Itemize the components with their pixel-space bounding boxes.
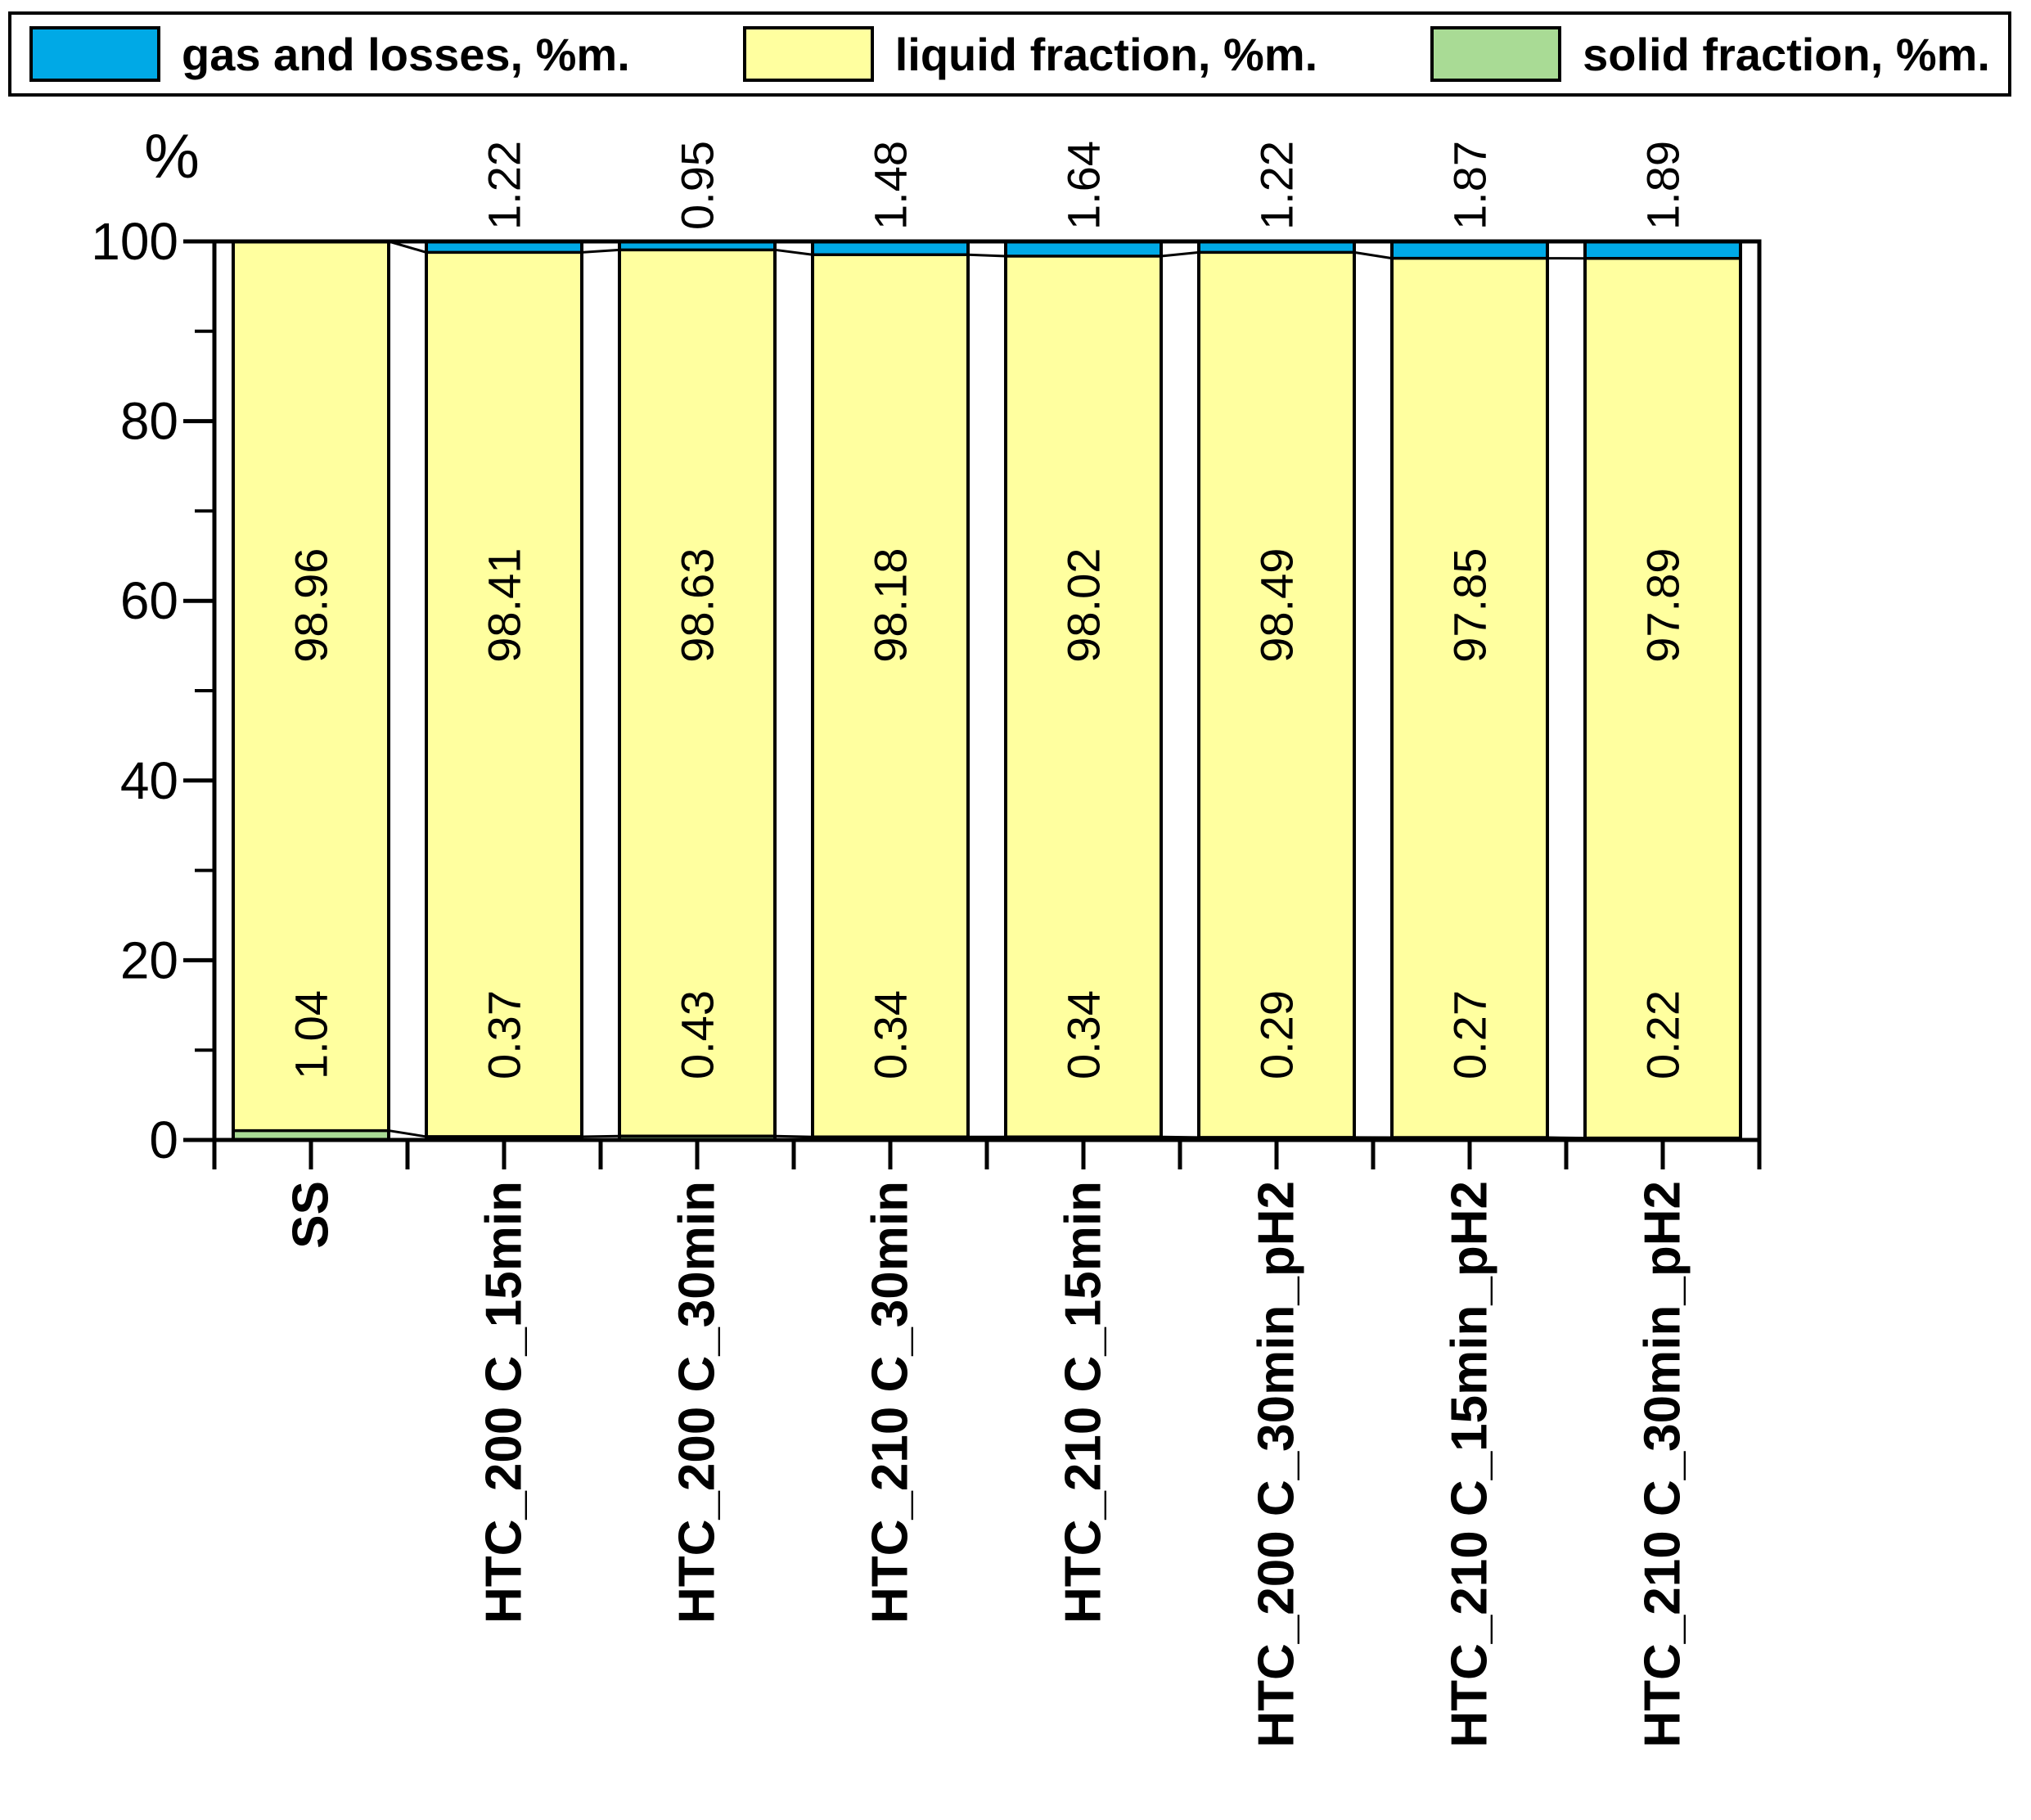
y-tick-label: 40: [120, 751, 178, 810]
connector-line: [774, 248, 813, 256]
solid-value-label: 0.43: [672, 990, 723, 1079]
bar-segment-liquid: [1392, 258, 1547, 1138]
solid-value-label: 0.34: [1058, 990, 1110, 1079]
connector-line: [967, 253, 1006, 258]
legend-item-gas: gas and losses, %m.: [29, 26, 630, 82]
y-tick-label: 100: [91, 212, 178, 271]
solid-value-label: 0.29: [1251, 990, 1303, 1079]
solid-value-label: 1.04: [286, 990, 337, 1079]
connector-line: [1353, 250, 1393, 260]
bar-segment-liquid: [619, 250, 775, 1137]
y-tick-label: 80: [120, 392, 178, 451]
bar-segment-solid: [233, 1130, 389, 1140]
bar-segment-gas: [619, 241, 775, 250]
gas-value-label: 1.48: [865, 141, 916, 230]
x-category-label: HTC_210 C_30min_pH2: [1635, 1181, 1691, 1748]
x-category-label: HTC_210 C_15min_pH2: [1442, 1181, 1498, 1748]
x-category-label: HTC_210 C_30min: [862, 1181, 919, 1624]
x-category-label: SS: [283, 1181, 340, 1249]
legend-label-gas: gas and losses, %m.: [182, 28, 630, 80]
connector-line: [581, 1134, 620, 1138]
legend-label-liquid: liquid fraction, %m.: [894, 28, 1318, 80]
x-category-label: HTC_200 C_30min: [669, 1181, 726, 1624]
bar-segment-gas: [1006, 241, 1161, 257]
bar-segment-gas: [426, 241, 582, 253]
connector-line: [1160, 1135, 1200, 1139]
liquid-value-label: 98.63: [672, 548, 723, 663]
bar-segment-liquid: [1006, 256, 1161, 1138]
connector-line: [774, 1134, 813, 1138]
bar-segment-gas: [813, 241, 968, 255]
legend-swatch-solid-icon: [1430, 26, 1562, 82]
legend-swatch-liquid-icon: [742, 26, 874, 82]
liquid-value-label: 98.49: [1251, 548, 1303, 663]
liquid-value-label: 98.96: [286, 548, 337, 663]
bar-segment-gas: [1392, 241, 1547, 259]
gas-value-label: 1.22: [479, 141, 530, 230]
bar-segment-liquid: [1585, 258, 1741, 1138]
y-tick-label: 60: [120, 571, 178, 630]
gas-value-label: 1.22: [1251, 141, 1303, 230]
x-category-label: HTC_200 C_15min: [476, 1181, 533, 1624]
liquid-value-label: 98.41: [479, 548, 530, 663]
legend-swatch-gas-icon: [29, 26, 160, 82]
bar-segment-liquid: [233, 241, 389, 1131]
connector-line: [1160, 250, 1200, 258]
y-tick-label: 0: [149, 1110, 178, 1169]
gas-value-label: 0.95: [672, 141, 723, 230]
x-category-label: HTC_200 C_30min_pH2: [1249, 1181, 1305, 1748]
legend-item-solid: solid fraction, %m.: [1430, 26, 1990, 82]
bar-segment-liquid: [1199, 252, 1354, 1138]
legend-item-liquid: liquid fraction, %m.: [742, 26, 1318, 82]
bar-segment-liquid: [426, 252, 582, 1137]
bar-segment-gas: [1585, 241, 1741, 259]
y-tick-label: 20: [120, 930, 178, 989]
solid-value-label: 0.22: [1637, 990, 1689, 1079]
legend-label-solid: solid fraction, %m.: [1583, 28, 1990, 80]
bar-segment-liquid: [813, 255, 968, 1138]
gas-value-label: 1.89: [1637, 141, 1689, 230]
solid-value-label: 0.34: [865, 990, 916, 1079]
connector-line: [388, 1129, 427, 1138]
solid-value-label: 0.37: [479, 990, 530, 1079]
x-category-label: HTC_210 C_15min: [1056, 1181, 1112, 1624]
connector-line: [581, 248, 620, 254]
liquid-value-label: 97.89: [1637, 548, 1689, 663]
liquid-value-label: 98.18: [865, 548, 916, 663]
liquid-value-label: 97.85: [1444, 548, 1496, 663]
gas-value-label: 1.87: [1444, 141, 1496, 230]
y-axis-title: %: [144, 122, 200, 191]
liquid-value-label: 98.02: [1058, 548, 1110, 663]
gas-value-label: 1.64: [1058, 141, 1110, 230]
solid-value-label: 0.27: [1444, 990, 1496, 1079]
bar-segment-gas: [1199, 241, 1354, 253]
legend: gas and losses, %m. liquid fraction, %m.…: [8, 11, 2011, 97]
